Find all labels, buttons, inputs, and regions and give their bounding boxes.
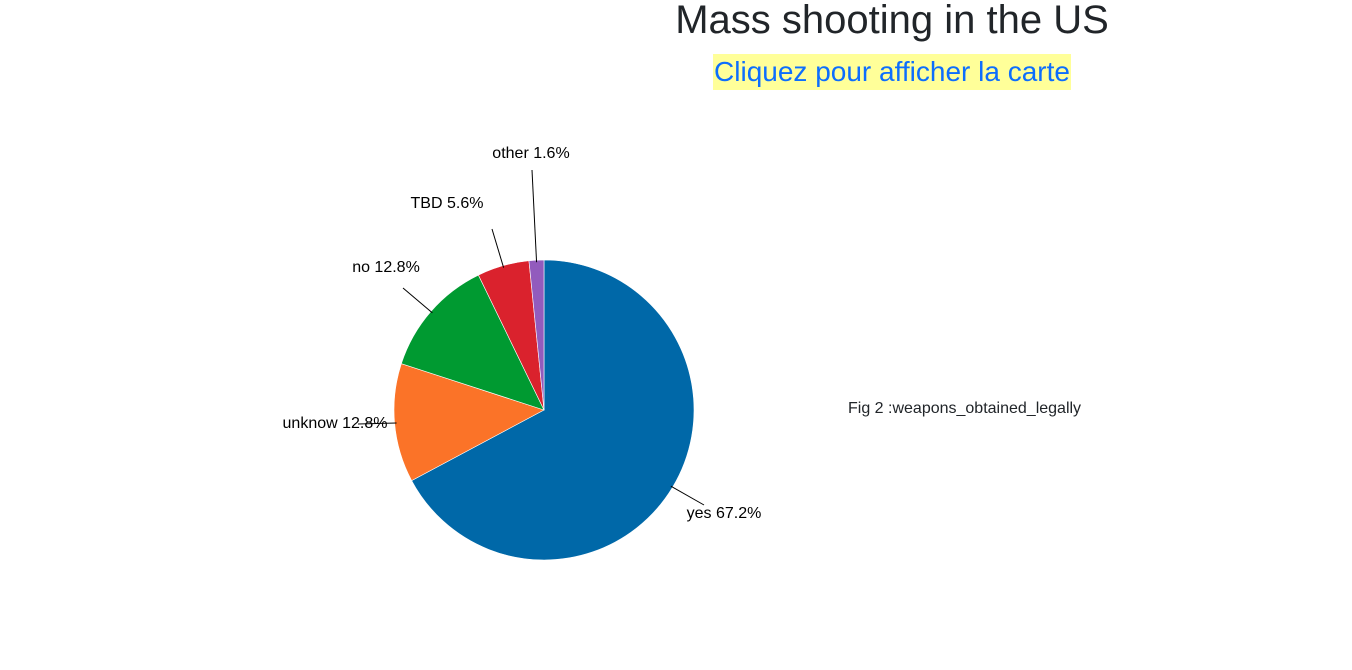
leader-line-yes: [670, 485, 705, 506]
page-title: Mass shooting in the US: [675, 0, 1109, 42]
pie-labels: yes 67.2% unknow 12.8% no 12.8% TBD 5.6% oth…: [283, 145, 762, 522]
leader-line-tbd: [491, 228, 505, 268]
slice-label-no: no 12.8%: [352, 259, 420, 276]
pie-label-leaders: [357, 169, 705, 506]
leader-line-other: [531, 169, 538, 263]
slice-label-yes: yes 67.2%: [687, 505, 762, 522]
slice-label-unknow: unknow 12.8%: [283, 415, 388, 432]
show-map-link[interactable]: Cliquez pour afficher la carte: [713, 54, 1071, 90]
leader-line-no: [402, 287, 433, 314]
leader-line-unknow: [357, 422, 397, 425]
pie-slices: [393, 259, 695, 561]
slice-label-tbd: TBD 5.6%: [411, 195, 484, 212]
map-link-block: Cliquez pour afficher la carte: [432, 54, 1352, 90]
figure-caption: Fig 2 :weapons_obtained_legally: [848, 400, 1082, 417]
slice-label-other: other 1.6%: [492, 145, 569, 162]
title-block: Mass shooting in the US: [432, 0, 1352, 42]
